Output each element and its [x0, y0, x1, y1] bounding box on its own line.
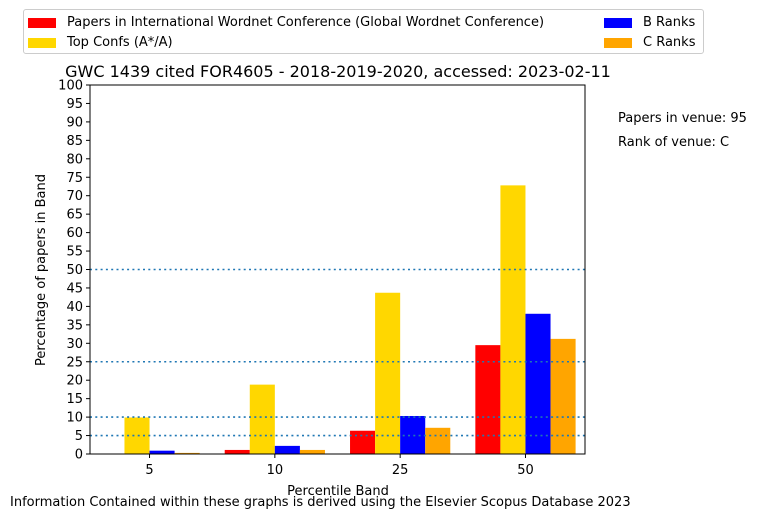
legend-item-venue-papers: Papers in International Wordnet Conferen…	[28, 15, 544, 30]
chart-legend: Papers in International Wordnet Conferen…	[23, 9, 704, 54]
y-tick-label-25: 25	[66, 355, 83, 370]
legend-item-top-confs: Top Confs (A*/A)	[28, 35, 173, 50]
bar-series2-10	[274, 445, 300, 454]
x-tick-label-25: 25	[392, 463, 409, 478]
y-tick-label-60: 60	[66, 226, 83, 241]
legend-label-top-confs: Top Confs (A*/A)	[67, 35, 173, 50]
legend-swatch-b-ranks	[604, 17, 632, 28]
y-tick-label-80: 80	[66, 152, 83, 167]
y-axis-label: Percentage of papers in Band	[34, 174, 49, 366]
legend-label-c-ranks: C Ranks	[643, 35, 696, 50]
legend-swatch-c-ranks	[604, 37, 632, 48]
bar-series2-5	[149, 450, 175, 454]
y-tick-label-5: 5	[75, 429, 83, 444]
bar-series3-25	[425, 427, 451, 454]
legend-item-c-ranks: C Ranks	[604, 35, 695, 50]
y-tick-label-45: 45	[66, 281, 83, 296]
data-source-footnote: Information Contained within these graph…	[10, 495, 631, 510]
rank-of-venue-note: Rank of venue: C	[618, 135, 730, 150]
y-tick-label-10: 10	[66, 411, 83, 426]
y-tick-label-20: 20	[66, 374, 83, 389]
y-tick-label-85: 85	[66, 134, 83, 149]
y-tick-label-75: 75	[66, 171, 83, 186]
y-tick-label-35: 35	[66, 318, 83, 333]
y-tick-label-95: 95	[66, 97, 83, 112]
bar-series3-10	[299, 449, 325, 454]
legend-label-b-ranks: B Ranks	[643, 15, 696, 30]
y-tick-label-55: 55	[66, 245, 83, 260]
y-tick-label-90: 90	[66, 115, 83, 130]
bar-series0-25	[350, 430, 376, 454]
y-tick-label-15: 15	[66, 392, 83, 407]
x-tick-label-10: 10	[267, 463, 284, 478]
y-tick-label-40: 40	[66, 300, 83, 315]
bars-layer	[124, 185, 576, 455]
y-tick-label-65: 65	[66, 208, 83, 223]
x-tick-label-5: 5	[145, 463, 153, 478]
y-tick-label-30: 30	[66, 337, 83, 352]
y-tick-label-100: 100	[58, 79, 83, 94]
x-axis: 5 10 25 50	[145, 454, 534, 478]
legend-label-venue-papers: Papers in International Wordnet Conferen…	[67, 15, 545, 30]
x-axis-label: Percentile Band	[287, 484, 389, 499]
y-tick-label-70: 70	[66, 189, 83, 204]
bar-series1-25	[375, 292, 401, 454]
bar-series2-50	[525, 313, 551, 454]
y-axis: 0 5 10 15 20 25 30 35 40 45 50 55 60 65 70 75 80 85 90 95 10…	[58, 79, 90, 463]
bar-series3-50	[550, 338, 576, 454]
papers-in-venue-note: Papers in venue: 95	[618, 111, 747, 126]
chart-title: GWC 1439 cited FOR4605 - 2018-2019-2020,…	[65, 62, 611, 81]
bar-series0-10	[224, 449, 250, 454]
x-tick-label-50: 50	[517, 463, 534, 478]
y-tick-label-0: 0	[75, 448, 83, 463]
legend-swatch-top-confs	[28, 37, 56, 48]
bar-series1-10	[249, 384, 275, 454]
legend-item-b-ranks: B Ranks	[604, 15, 695, 30]
bar-series3-5	[174, 452, 200, 454]
bar-series1-50	[500, 185, 526, 455]
y-tick-label-50: 50	[66, 263, 83, 278]
legend-swatch-venue-papers	[28, 17, 56, 28]
